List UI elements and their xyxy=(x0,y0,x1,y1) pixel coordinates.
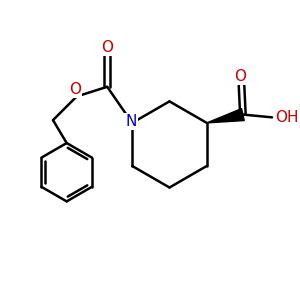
Text: N: N xyxy=(125,114,136,129)
Polygon shape xyxy=(207,109,244,123)
Text: OH: OH xyxy=(276,110,299,125)
Text: O: O xyxy=(234,69,246,84)
Text: O: O xyxy=(101,40,113,55)
Text: O: O xyxy=(69,82,81,97)
